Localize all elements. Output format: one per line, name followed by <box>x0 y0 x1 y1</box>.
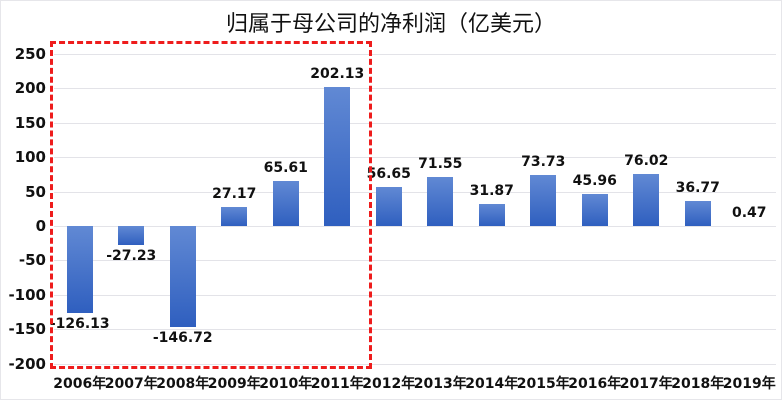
x-tick-label: 2013年 <box>413 376 467 392</box>
value-label: 73.73 <box>521 154 566 171</box>
x-tick-label: 2016年 <box>568 376 622 392</box>
bar <box>581 194 608 226</box>
x-tick-label: 2008年 <box>156 376 210 392</box>
x-tick-label: 2006年 <box>53 376 107 392</box>
value-label: 65.61 <box>263 159 308 176</box>
value-label: -126.13 <box>49 315 110 332</box>
gridline <box>54 88 776 90</box>
gridline <box>54 260 776 262</box>
bar <box>118 226 145 245</box>
y-tick-label: -200 <box>8 354 46 373</box>
bar <box>375 187 402 226</box>
x-tick-label: 2017年 <box>619 376 673 392</box>
y-tick-label: -50 <box>18 251 46 270</box>
value-label: 45.96 <box>572 173 617 190</box>
chart-title: 归属于母公司的净利润（亿美元） <box>225 12 556 37</box>
y-tick-label: -100 <box>8 285 46 304</box>
x-tick-label: 2014年 <box>465 376 519 392</box>
bar <box>633 173 660 226</box>
y-tick-label: 150 <box>14 113 46 132</box>
x-tick-label: 2012年 <box>362 376 416 392</box>
x-tick-label: 2018年 <box>671 376 725 392</box>
highlight-box <box>50 41 372 369</box>
bar <box>530 175 557 226</box>
x-tick-label: 2019年 <box>722 376 776 392</box>
x-tick-label: 2009年 <box>207 376 261 392</box>
plot-area: -126.13 -27.23 -146.72 27.17 65.61 202.13 56.6… <box>50 0 776 400</box>
y-tick-label: -150 <box>8 320 46 339</box>
value-label: 31.87 <box>469 183 514 200</box>
gridline <box>54 226 776 227</box>
x-tick-label: 2015年 <box>516 376 570 392</box>
bar <box>221 207 248 226</box>
y-tick-label: 0 <box>35 217 46 235</box>
value-label: 0.47 <box>731 204 767 221</box>
gridline <box>54 363 776 365</box>
bar <box>684 200 711 226</box>
bar <box>169 226 196 327</box>
gridline <box>54 54 776 55</box>
y-tick-label: 100 <box>14 148 46 167</box>
bar <box>324 86 351 226</box>
value-label: 71.55 <box>418 155 463 172</box>
gridline <box>54 191 776 193</box>
bar <box>478 204 505 226</box>
value-label: 27.17 <box>212 186 257 203</box>
bar <box>272 180 299 226</box>
bar <box>736 225 763 227</box>
gridline <box>54 157 776 159</box>
value-label: 36.77 <box>675 179 720 196</box>
value-label: -146.72 <box>152 329 213 346</box>
gridline <box>54 122 776 124</box>
gridline <box>54 329 776 331</box>
bar <box>427 176 454 226</box>
bar <box>66 226 93 313</box>
x-tick-label: 2010年 <box>259 376 313 392</box>
value-label: 56.65 <box>366 166 411 183</box>
value-label: -27.23 <box>106 247 157 264</box>
gridline <box>54 294 776 296</box>
x-tick-label: 2011年 <box>310 376 364 392</box>
y-tick-label: 250 <box>14 45 46 63</box>
y-tick-label: 50 <box>25 182 46 201</box>
y-tick-label: 200 <box>14 79 46 98</box>
value-label: 202.13 <box>310 65 365 82</box>
x-tick-label: 2007年 <box>104 376 158 392</box>
value-label: 76.02 <box>624 152 669 169</box>
